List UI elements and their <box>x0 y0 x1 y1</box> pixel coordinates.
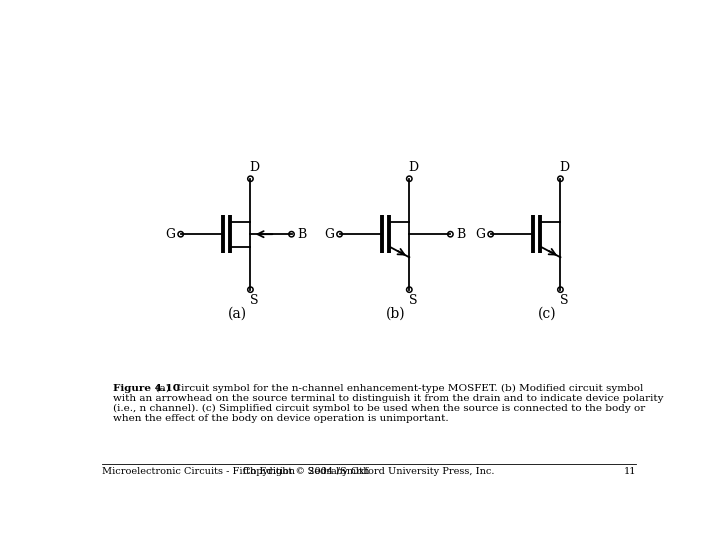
Text: Figure 4.10: Figure 4.10 <box>113 384 180 393</box>
Text: 11: 11 <box>624 467 636 476</box>
Text: G: G <box>324 228 334 241</box>
Text: D: D <box>408 161 418 174</box>
Text: (b): (b) <box>387 307 406 321</box>
Text: S: S <box>250 294 258 307</box>
Text: (a) Circuit symbol for the n-channel enhancement-type MOSFET. (b) Modified circu: (a) Circuit symbol for the n-channel enh… <box>148 384 643 394</box>
Text: S: S <box>560 294 569 307</box>
Text: B: B <box>456 228 465 241</box>
Text: when the effect of the body on device operation is unimportant.: when the effect of the body on device op… <box>113 414 449 423</box>
Text: S: S <box>409 294 418 307</box>
Text: B: B <box>297 228 306 241</box>
Text: G: G <box>475 228 485 241</box>
Text: G: G <box>166 228 175 241</box>
Text: (i.e., n channel). (c) Simplified circuit symbol to be used when the source is c: (i.e., n channel). (c) Simplified circui… <box>113 404 646 414</box>
Text: D: D <box>559 161 570 174</box>
Text: Copyright © 2004 by Oxford University Press, Inc.: Copyright © 2004 by Oxford University Pr… <box>243 467 495 476</box>
Text: D: D <box>249 161 259 174</box>
Text: Microelectronic Circuits - Fifth Edition    Sedra/Smith: Microelectronic Circuits - Fifth Edition… <box>102 467 369 476</box>
Text: with an arrowhead on the source terminal to distinguish it from the drain and to: with an arrowhead on the source terminal… <box>113 394 664 403</box>
Text: (a): (a) <box>228 307 247 321</box>
Text: (c): (c) <box>538 307 557 321</box>
